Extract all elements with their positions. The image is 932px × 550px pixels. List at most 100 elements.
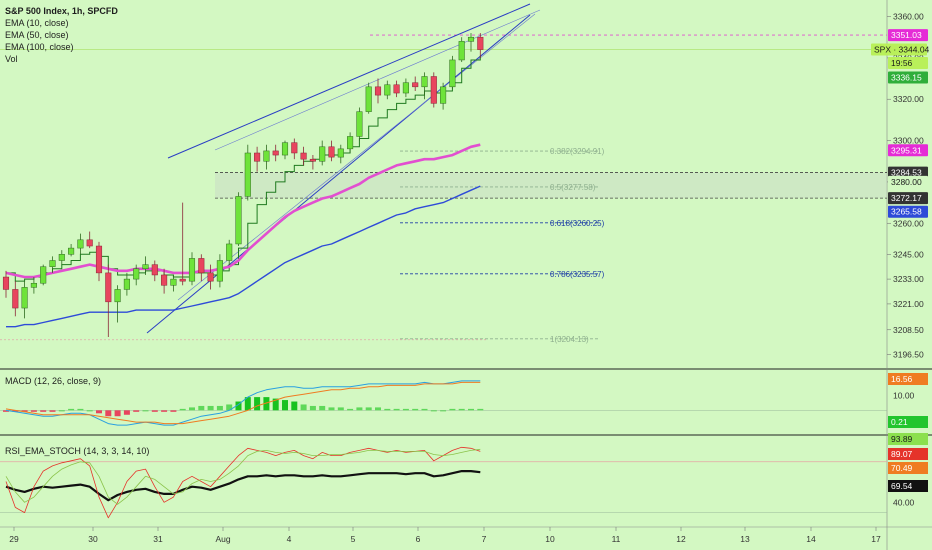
rsi-price-tag-label: 93.89 (891, 434, 913, 444)
macd-label[interactable]: MACD (12, 26, close, 9) (5, 376, 102, 386)
macd-histogram-bar (337, 407, 344, 411)
candle-body (114, 289, 121, 303)
price-tag (888, 166, 928, 179)
candle-body (263, 150, 270, 162)
candle-body (95, 245, 103, 274)
candle-body (300, 152, 307, 160)
legend-ema100[interactable]: EMA (100, close) (5, 42, 74, 52)
candle-body (179, 278, 186, 282)
candle-body (161, 274, 168, 286)
candle-body (12, 289, 19, 309)
rsi-price-tag (888, 480, 928, 492)
legend-ema50[interactable]: EMA (50, close) (5, 30, 69, 40)
macd-histogram-bar (21, 410, 28, 412)
fib-level-label: 0.618(3260.25) (550, 219, 605, 228)
candle-body (21, 287, 28, 309)
macd-histogram-bar (440, 410, 447, 412)
macd-histogram-bar (226, 404, 233, 411)
macd-histogram-bar (105, 410, 112, 417)
price-tag (888, 205, 928, 218)
candle-body (421, 76, 428, 88)
candle-body (188, 258, 196, 282)
legend-volume[interactable]: Vol (5, 54, 18, 64)
macd-histogram-bar (114, 410, 121, 417)
fib-level-label: 0.382(3294.91) (550, 147, 605, 156)
macd-histogram-bar (412, 408, 419, 411)
candle-body (58, 254, 65, 261)
stoch-d-line (5, 448, 481, 505)
candle-body (393, 84, 400, 94)
price-tag-label: 3280.00 (891, 177, 922, 187)
x-tick-label: 17 (871, 534, 881, 544)
fib-zone (215, 172, 887, 199)
x-tick-label: 30 (88, 534, 98, 544)
y-tick-label: 3208.50 (893, 325, 924, 335)
macd-histogram-bar (300, 404, 307, 411)
macd-histogram-bar (49, 410, 56, 412)
macd-histogram-bar (96, 410, 102, 414)
candle-body (458, 41, 465, 61)
macd-histogram-bar (58, 410, 65, 412)
candle-body (402, 82, 409, 94)
candle-body (216, 260, 223, 282)
candle-body (309, 158, 316, 162)
macd-histogram-bar (402, 408, 409, 411)
macd-histogram-bar (133, 410, 140, 412)
macd-histogram-bar (356, 407, 363, 411)
price-tag-label: 3336.15 (891, 73, 922, 83)
macd-histogram-bar (198, 405, 205, 411)
macd-histogram-bar (430, 410, 437, 412)
x-tick-label: 11 (612, 534, 621, 544)
candle-body (49, 260, 56, 267)
macd-histogram-bar (309, 405, 316, 411)
x-tick-label: Aug (215, 534, 230, 544)
macd-histogram-bar (40, 410, 47, 412)
candle-body (123, 278, 130, 290)
macd-histogram-bar (263, 397, 270, 411)
x-tick-label: 13 (740, 534, 750, 544)
macd-price-tag (888, 416, 928, 428)
macd-histogram-bar (477, 408, 484, 411)
macd-histogram-bar (142, 410, 149, 412)
price-tag-label: SPX · 3344.04 (874, 45, 930, 55)
candle-body (142, 264, 149, 270)
price-tag (888, 29, 928, 42)
y-tick-label: 3233.00 (893, 274, 924, 284)
legend-ema10[interactable]: EMA (10, close) (5, 18, 69, 28)
y-tick-label: 3260.00 (893, 218, 924, 228)
candle-body (30, 282, 37, 288)
candle-body (235, 196, 242, 245)
x-tick-label: 7 (482, 534, 487, 544)
y-tick-label: 3320.00 (893, 94, 924, 104)
rsi-price-tag (888, 448, 928, 460)
candle-body (291, 142, 298, 154)
candle-body (412, 82, 419, 88)
price-tag (888, 71, 928, 84)
macd-histogram-bar (77, 408, 84, 411)
candle-body (105, 272, 112, 303)
rsi-label[interactable]: RSI_EMA_STOCH (14, 3, 3, 14, 10) (5, 446, 150, 456)
candle-body (467, 36, 475, 42)
channel-upper-line (167, 3, 531, 159)
fib-level-label: 1(3204.13) (550, 335, 589, 344)
fib-level-label: 0.5(3277.58) (550, 183, 596, 192)
price-tag-label: 19:56 (891, 58, 913, 68)
macd-price-tag (888, 373, 928, 385)
macd-histogram-bar (244, 397, 251, 411)
candle-body (281, 142, 289, 156)
macd-histogram-bar (12, 410, 19, 412)
rsi-price-tag-label: 69.54 (891, 481, 913, 491)
price-tag (888, 57, 928, 70)
candle-body (207, 272, 214, 282)
price-tag-label: 3265.58 (891, 207, 922, 217)
macd-price-tag-label: 0.21 (891, 417, 908, 427)
price-tag-label: 3351.03 (891, 30, 922, 40)
macd-histogram-bar (254, 397, 261, 411)
candle-body (440, 86, 447, 104)
macd-histogram-bar (235, 401, 242, 411)
rsi-price-tag-label: 89.07 (891, 449, 913, 459)
chart-legend: S&P 500 Index, 1h, SPCFD EMA (10, close)… (5, 5, 118, 65)
candle-body (477, 36, 484, 50)
y-tick-label: 3221.00 (893, 299, 924, 309)
